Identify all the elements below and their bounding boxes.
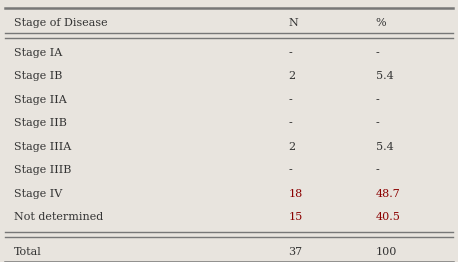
Text: 5.4: 5.4 — [376, 71, 393, 81]
Text: Stage IA: Stage IA — [14, 48, 62, 58]
Text: Stage IV: Stage IV — [14, 189, 62, 199]
Text: -: - — [289, 165, 292, 175]
Text: 18: 18 — [289, 189, 303, 199]
Text: 48.7: 48.7 — [376, 189, 400, 199]
Text: -: - — [289, 95, 292, 105]
Text: -: - — [376, 95, 379, 105]
Text: Stage IIIA: Stage IIIA — [14, 142, 71, 152]
Text: Not determined: Not determined — [14, 212, 103, 222]
Text: -: - — [289, 48, 292, 58]
Text: -: - — [376, 48, 379, 58]
Text: 15: 15 — [289, 212, 303, 222]
Text: 100: 100 — [376, 247, 397, 257]
Text: 2: 2 — [289, 71, 296, 81]
Text: Stage IIB: Stage IIB — [14, 118, 66, 128]
Text: Stage of Disease: Stage of Disease — [14, 18, 107, 28]
Text: Stage IIIB: Stage IIIB — [14, 165, 71, 175]
Text: 5.4: 5.4 — [376, 142, 393, 152]
Text: -: - — [376, 165, 379, 175]
Text: Stage IB: Stage IB — [14, 71, 62, 81]
Text: %: % — [376, 18, 386, 28]
Text: -: - — [289, 118, 292, 128]
Text: Total: Total — [14, 247, 42, 257]
Text: Stage IIA: Stage IIA — [14, 95, 66, 105]
Text: 37: 37 — [289, 247, 303, 257]
Text: 2: 2 — [289, 142, 296, 152]
Text: 40.5: 40.5 — [376, 212, 400, 222]
Text: N: N — [289, 18, 298, 28]
Text: -: - — [376, 118, 379, 128]
